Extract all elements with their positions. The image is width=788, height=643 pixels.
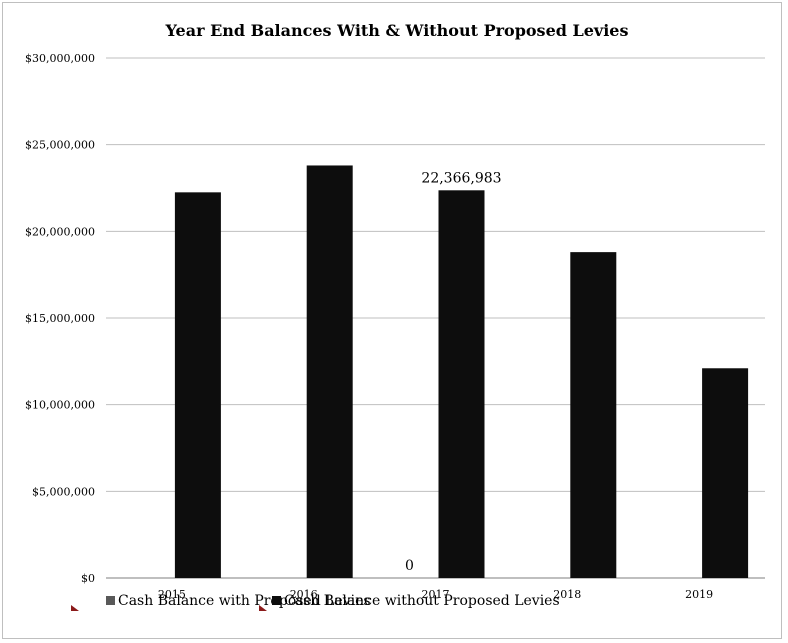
y-tick-label: $5,000,000	[32, 485, 95, 498]
x-tick-label: 2015	[158, 588, 186, 601]
y-tick-label: $25,000,000	[25, 139, 95, 152]
x-tick-label: 2016	[290, 588, 318, 601]
bar-2015-series-2	[174, 192, 221, 579]
y-axis-tick-labels: $0 $5,000,000 $10,000,000 $15,000,000 $20,00…	[25, 52, 95, 585]
bars	[174, 165, 749, 579]
bar-2016-series-2	[306, 165, 353, 578]
bar-2017-series-2	[438, 190, 485, 578]
x-tick-label: 2018	[553, 588, 581, 601]
data-label: 22,366,983	[421, 170, 501, 186]
y-tick-label: $20,000,000	[25, 225, 95, 238]
y-tick-label: $10,000,000	[25, 399, 95, 412]
y-tick-label: $0	[81, 572, 95, 585]
x-tick-label: 2017	[422, 588, 450, 601]
x-axis-tick-labels: 2015 2016 2017 2018 2019	[158, 588, 713, 601]
legend-label: Cash Balance with Proposed Levies	[118, 593, 371, 609]
y-tick-label: $30,000,000	[25, 52, 95, 65]
y-tick-label: $15,000,000	[25, 312, 95, 325]
chart-title: Year End Balances With & Without Propose…	[165, 21, 629, 40]
bar-chart: Year End Balances With & Without Propose…	[25, 21, 765, 611]
data-label: 0	[405, 558, 414, 574]
legend-swatch	[106, 596, 115, 605]
x-tick-label: 2019	[685, 588, 713, 601]
bar-2019-series-2	[702, 368, 749, 578]
data-labels: 0 22,366,983	[405, 170, 502, 574]
legend-marker-icon	[259, 605, 267, 611]
legend-swatch	[272, 596, 281, 605]
bar-2018-series-2	[570, 252, 617, 578]
legend-label: Cash Balance without Proposed Levies	[284, 593, 560, 609]
legend-marker-icon	[71, 605, 79, 611]
